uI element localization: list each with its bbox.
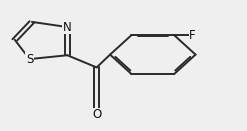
Text: S: S — [26, 53, 33, 66]
Text: O: O — [92, 108, 101, 121]
Text: N: N — [63, 21, 72, 34]
Text: F: F — [189, 29, 196, 42]
